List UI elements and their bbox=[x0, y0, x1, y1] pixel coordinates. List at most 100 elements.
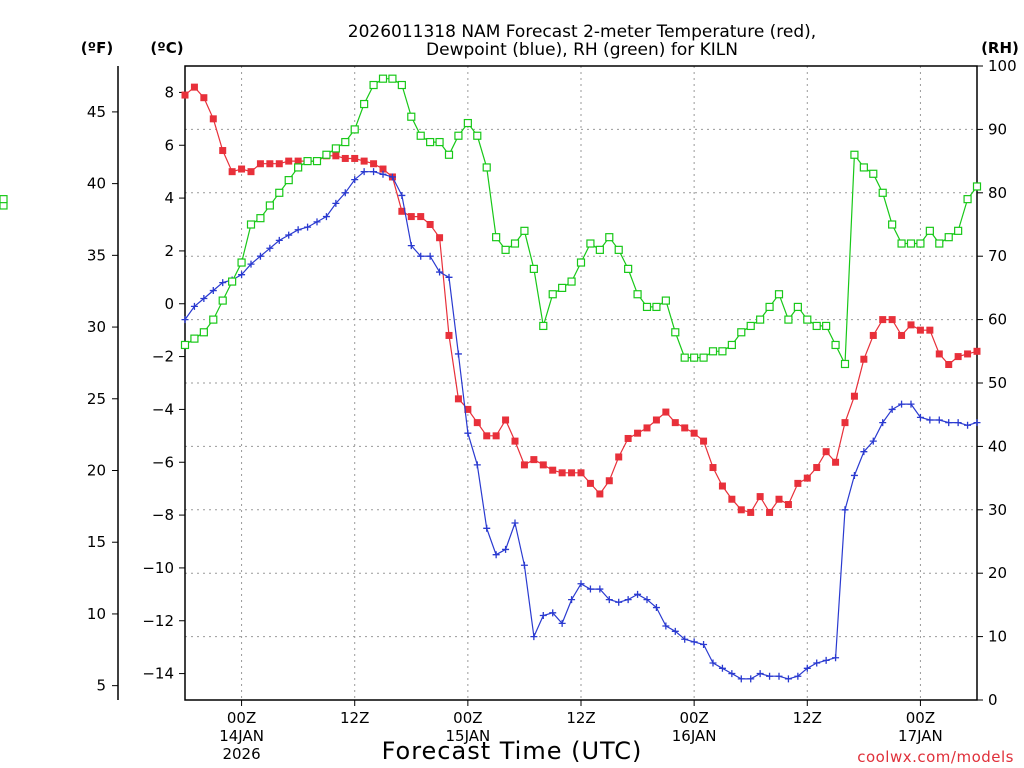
rh-unit-label: (RH) bbox=[981, 39, 1019, 57]
celsius-tick-label: 2 bbox=[164, 242, 174, 260]
data-point bbox=[351, 154, 359, 162]
data-point bbox=[624, 434, 632, 442]
data-point bbox=[916, 413, 924, 421]
data-point bbox=[483, 524, 491, 532]
data-point bbox=[520, 461, 528, 469]
source-credit: coolwx.com/models bbox=[857, 748, 1014, 766]
celsius-tick-label: 0 bbox=[164, 295, 174, 313]
series-dewpoint bbox=[181, 168, 981, 683]
data-point bbox=[954, 419, 962, 427]
chart-title-line-2: Dewpoint (blue), RH (green) for KILN bbox=[426, 40, 738, 60]
data-point bbox=[426, 252, 434, 260]
data-point bbox=[199, 328, 208, 337]
data-point bbox=[219, 147, 227, 155]
data-point bbox=[473, 419, 481, 427]
x-tick-label: 00Z bbox=[906, 709, 935, 727]
data-point bbox=[766, 508, 774, 516]
data-point bbox=[718, 482, 726, 490]
data-point bbox=[850, 471, 858, 479]
data-point bbox=[464, 405, 472, 413]
data-point bbox=[539, 461, 547, 469]
data-point bbox=[803, 315, 812, 324]
data-point bbox=[190, 334, 199, 343]
data-point bbox=[312, 157, 322, 166]
data-point bbox=[746, 321, 755, 331]
data-point bbox=[907, 321, 915, 329]
data-point bbox=[925, 226, 934, 235]
data-point bbox=[275, 236, 283, 244]
data-point bbox=[247, 168, 255, 176]
data-point bbox=[266, 160, 274, 168]
x-tick-day-label: 14JAN bbox=[219, 727, 264, 745]
data-point bbox=[879, 316, 887, 324]
celsius-unit-label: (ºC) bbox=[150, 39, 183, 57]
data-point bbox=[341, 137, 350, 147]
data-point bbox=[954, 226, 963, 235]
data-point bbox=[859, 163, 868, 172]
rh-tick-label: 40 bbox=[988, 437, 1007, 455]
data-point bbox=[944, 233, 953, 242]
data-point bbox=[190, 302, 198, 310]
rh-tick-label: 50 bbox=[988, 374, 1007, 392]
data-point bbox=[209, 287, 217, 295]
data-point bbox=[501, 245, 510, 254]
data-point bbox=[605, 233, 614, 242]
data-point bbox=[737, 675, 745, 683]
data-point bbox=[332, 152, 340, 160]
data-point bbox=[294, 226, 302, 234]
data-point bbox=[840, 359, 850, 369]
data-point bbox=[0, 195, 8, 204]
data-point bbox=[190, 83, 198, 91]
data-point bbox=[945, 419, 953, 427]
data-point bbox=[341, 189, 349, 197]
data-point bbox=[634, 429, 642, 437]
chart-title-line-1: 2026011318 NAM Forecast 2-meter Temperat… bbox=[348, 22, 816, 42]
data-point bbox=[444, 150, 454, 159]
data-point bbox=[595, 245, 604, 254]
data-point bbox=[803, 474, 811, 482]
x-tick-day-label: 17JAN bbox=[898, 727, 943, 745]
data-point bbox=[681, 424, 689, 432]
data-point bbox=[407, 112, 416, 121]
data-point bbox=[850, 150, 859, 159]
data-point bbox=[322, 213, 330, 221]
data-point bbox=[218, 296, 227, 305]
data-point bbox=[822, 656, 830, 664]
celsius-tick-label: 8 bbox=[164, 83, 174, 101]
data-point bbox=[869, 169, 878, 178]
data-point bbox=[378, 74, 388, 83]
data-point bbox=[435, 137, 444, 147]
x-tick-label: 12Z bbox=[340, 709, 369, 727]
data-point bbox=[813, 464, 821, 472]
data-point bbox=[709, 464, 717, 472]
celsius-tick-label: −14 bbox=[142, 665, 174, 683]
data-point bbox=[784, 675, 792, 683]
data-point bbox=[539, 611, 547, 619]
data-point bbox=[662, 622, 670, 630]
data-point bbox=[898, 400, 906, 408]
data-point bbox=[454, 350, 462, 358]
data-point bbox=[964, 421, 972, 429]
data-point bbox=[246, 220, 256, 229]
data-point bbox=[247, 260, 255, 268]
data-point bbox=[266, 244, 274, 252]
data-point bbox=[898, 331, 906, 339]
data-point bbox=[596, 585, 604, 593]
data-point bbox=[200, 294, 208, 302]
data-point bbox=[803, 664, 811, 672]
data-point bbox=[332, 199, 340, 207]
data-point bbox=[718, 664, 726, 672]
data-point bbox=[576, 258, 586, 267]
data-point bbox=[209, 315, 218, 324]
data-point bbox=[370, 160, 378, 168]
data-point bbox=[407, 213, 415, 221]
data-point bbox=[624, 264, 633, 273]
axes: −14 −12 −10 −8 −6 −4 −2 0 2 4 6 8 5 10 15 20 25 30 35 40 45 0… bbox=[87, 57, 1017, 763]
data-point bbox=[634, 590, 642, 598]
data-point bbox=[935, 350, 943, 358]
data-point bbox=[350, 125, 359, 134]
data-point bbox=[973, 347, 981, 355]
fahrenheit-tick-label: 5 bbox=[96, 677, 106, 695]
data-point bbox=[945, 361, 953, 369]
celsius-tick-label: −6 bbox=[152, 453, 174, 471]
